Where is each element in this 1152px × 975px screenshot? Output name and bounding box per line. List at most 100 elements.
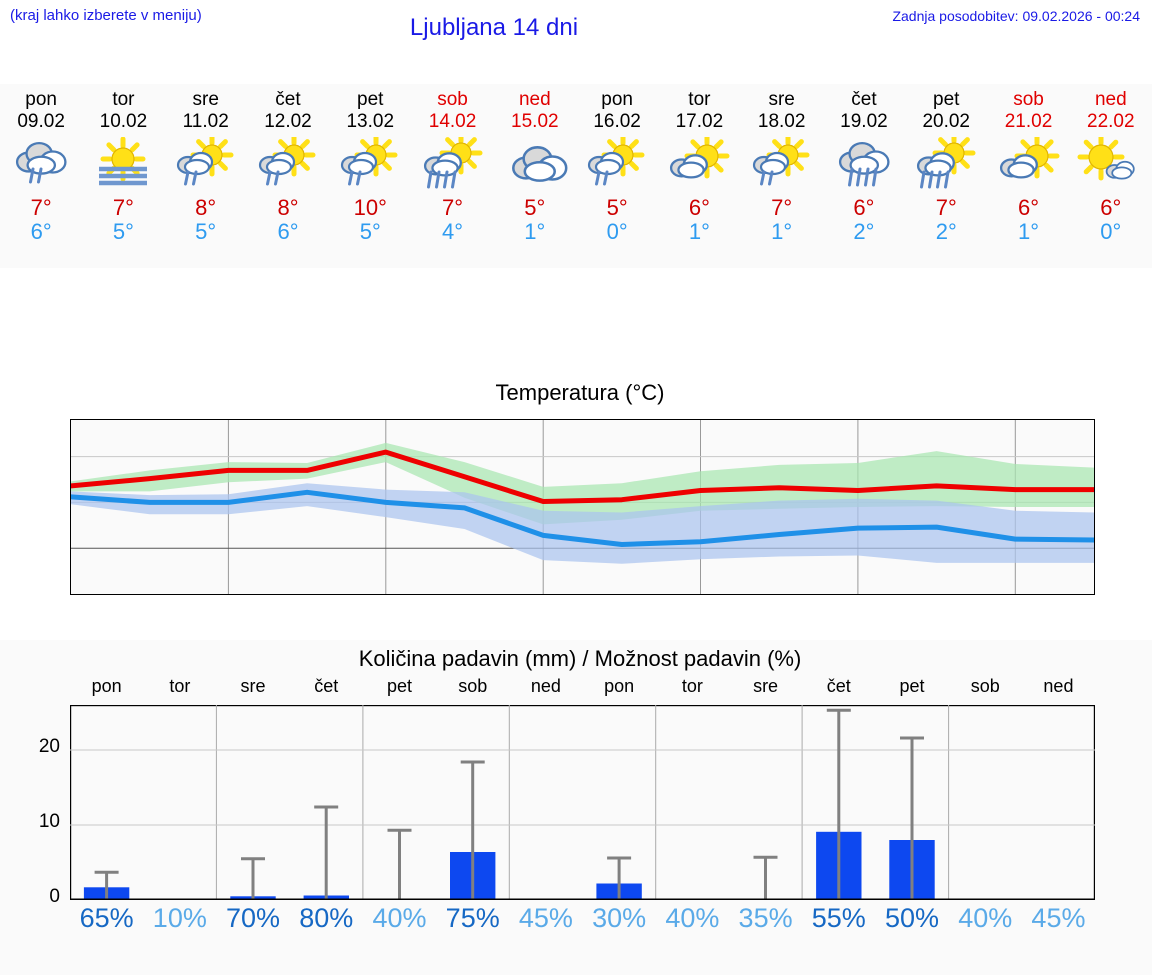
day-date: 10.02	[99, 111, 148, 132]
precipitation-probability-label: 65%	[79, 903, 134, 933]
page-header: (kraj lahko izberete v meniju) Ljubljana…	[0, 0, 1152, 48]
day-date: 20.02	[922, 111, 970, 132]
precipitation-probability-row: 65% 10% 70% 80% 40% 75% 45% 30% 40% 35% 55% 50% 40% 4…	[70, 903, 1095, 941]
daily-forecast-strip: pon 09.02 7° 6° tor 10.02 7° 5° sre 11.02 8° 5° če…	[0, 84, 1152, 268]
day-forecast-column: sre 11.02 8° 5°	[165, 84, 247, 268]
sun-cloud-rain-icon	[588, 137, 645, 186]
precipitation-probability-label: 75%	[445, 903, 500, 933]
day-name: ned	[1094, 89, 1127, 110]
day-date: 11.02	[182, 111, 229, 132]
sun-cloud-rain-icon	[752, 137, 810, 186]
precipitation-day-label: čet	[314, 676, 339, 696]
day-min-temperature: 4°	[442, 219, 464, 244]
day-max-temperature: 7°	[30, 195, 52, 220]
day-name: pet	[357, 89, 384, 110]
day-date: 19.02	[840, 111, 888, 132]
sun-cloud-heavy-rain-icon	[917, 137, 976, 189]
precipitation-probability-label: 30%	[592, 903, 647, 933]
precipitation-day-label: ned	[530, 676, 561, 696]
day-min-temperature: 6°	[277, 219, 299, 244]
precipitation-probability-label: 40%	[372, 903, 427, 933]
day-date: 21.02	[1004, 111, 1053, 132]
precipitation-y-tick-label: 20	[38, 736, 60, 757]
precipitation-probability-label: 35%	[738, 903, 793, 933]
day-name: čet	[851, 89, 877, 110]
day-name: pet	[933, 89, 960, 110]
menu-hint-text: (kraj lahko izberete v meniju)	[10, 7, 202, 24]
precipitation-probability-label: 40%	[958, 903, 1013, 933]
sun-cloud-rain-icon	[258, 137, 316, 186]
day-name: tor	[688, 89, 711, 110]
day-name: ned	[518, 89, 551, 110]
day-max-temperature: 6°	[688, 195, 710, 220]
temperature-line-chart	[71, 420, 1094, 594]
precipitation-probability-label: 10%	[152, 903, 207, 933]
day-date: 13.02	[346, 111, 395, 132]
precipitation-bar-chart	[70, 705, 1095, 900]
day-name: tor	[112, 89, 135, 110]
day-forecast-column: tor 17.02 6° 1°	[658, 84, 740, 268]
day-max-temperature: 6°	[1100, 195, 1122, 220]
day-date: 16.02	[593, 111, 641, 132]
day-min-temperature: 2°	[935, 219, 957, 244]
day-forecast-column: pet 20.02 7° 2°	[905, 84, 987, 268]
temperature-panel: Temperatura (°C) © vreme.us & vreme.pro …	[0, 380, 1152, 965]
day-min-temperature: 1°	[524, 219, 546, 244]
day-name: sob	[437, 89, 468, 110]
sun-cloud-heavy-rain-icon	[423, 137, 483, 189]
sun-cloud-icon	[999, 137, 1060, 179]
precipitation-day-label: čet	[826, 676, 851, 696]
sun-fog-icon	[99, 137, 148, 186]
precipitation-day-label: tor	[681, 676, 703, 696]
temperature-chart-title: Temperatura (°C)	[495, 380, 665, 405]
precipitation-day-labels: pon tor sre čet pet sob ned pon tor sre čet pet sob n…	[70, 676, 1095, 702]
last-update-text: Zadnja posodobitev: 09.02.2026 - 00:24	[892, 8, 1140, 24]
precipitation-day-label: pon	[604, 676, 635, 696]
cloud-heavy-rain-icon	[838, 141, 890, 187]
precipitation-probability-label: 50%	[884, 903, 940, 933]
day-max-temperature: 7°	[771, 195, 793, 220]
day-min-temperature: 0°	[1100, 219, 1122, 244]
day-name: sre	[192, 89, 219, 110]
precipitation-probability-label: 55%	[811, 903, 866, 933]
day-name: čet	[275, 89, 301, 110]
day-max-temperature: 6°	[853, 195, 875, 220]
day-forecast-column: ned 15.02 5° 1°	[494, 84, 576, 268]
temperature-plot-area	[70, 419, 1095, 595]
precipitation-probability-label: 45%	[1031, 903, 1086, 933]
precipitation-probability-label: 70%	[226, 903, 281, 933]
day-min-temperature: 6°	[30, 219, 52, 244]
precipitation-day-label: sob	[970, 676, 1000, 696]
day-date: 18.02	[757, 111, 806, 132]
day-min-temperature: 0°	[606, 219, 628, 244]
day-max-temperature: 5°	[606, 195, 628, 220]
day-name: sob	[1013, 89, 1044, 110]
day-forecast-column: čet 19.02 6° 2°	[823, 84, 905, 268]
day-min-temperature: 5°	[195, 219, 217, 244]
day-min-temperature: 2°	[853, 219, 875, 244]
precipitation-day-label: tor	[169, 676, 191, 696]
day-forecast-column: čet 12.02 8° 6°	[247, 84, 329, 268]
precipitation-day-label: pet	[386, 676, 412, 696]
precipitation-day-label: ned	[1043, 676, 1074, 696]
day-max-temperature: 10°	[353, 195, 387, 220]
day-date: 15.02	[511, 111, 559, 132]
day-forecast-column: sre 18.02 7° 1°	[741, 84, 823, 268]
day-max-temperature: 5°	[524, 195, 546, 220]
cloud-icon	[511, 146, 568, 182]
sun-small-cloud-icon	[1077, 137, 1135, 181]
day-min-temperature: 1°	[771, 219, 793, 244]
sun-cloud-rain-icon	[341, 137, 398, 186]
precipitation-y-tick-label: 0	[49, 886, 60, 907]
precipitation-probability-label: 40%	[665, 903, 720, 933]
day-min-temperature: 1°	[688, 219, 710, 244]
day-date: 14.02	[428, 111, 477, 132]
sun-cloud-icon	[670, 137, 730, 179]
day-forecast-column: ned 22.02 6° 0°	[1070, 84, 1152, 268]
day-min-temperature: 5°	[359, 219, 381, 244]
day-max-temperature: 8°	[195, 195, 217, 220]
precipitation-day-label: sre	[240, 676, 266, 696]
day-name: pon	[25, 89, 57, 110]
day-date: 17.02	[675, 111, 724, 132]
sun-cloud-rain-icon	[176, 137, 234, 186]
